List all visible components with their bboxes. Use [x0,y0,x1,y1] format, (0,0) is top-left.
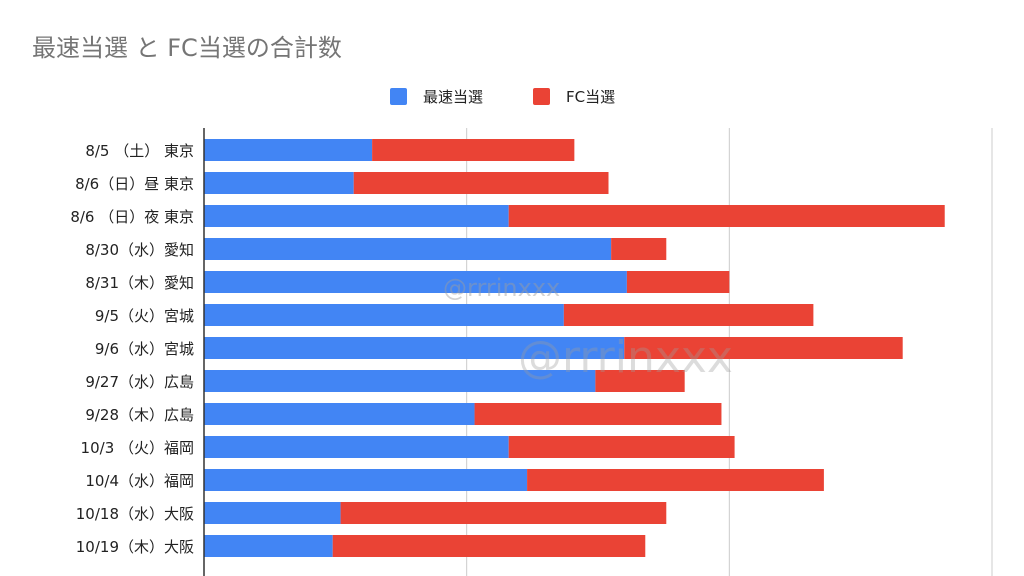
bar-series-1-row-12 [204,502,341,524]
bar-series-1-row-3 [204,205,509,227]
category-label-2: 8/6（日）昼 東京 [75,175,194,193]
category-label-5: 8/31（木）愛知 [85,274,194,292]
bar-series-1-row-2 [204,172,354,194]
legend-swatch-series-1 [390,88,407,105]
bar-series-2-row-9 [474,403,722,425]
bar-series-1-row-8 [204,370,596,392]
category-label-1: 8/5 （土） 東京 [85,142,194,160]
category-label-4: 8/30（水）愛知 [85,241,194,259]
bar-series-2-row-10 [508,436,735,458]
category-label-3: 8/6 （日）夜 東京 [70,208,194,226]
legend-label-series-2: FC当選 [566,88,615,106]
category-label-9: 9/28（木）広島 [85,406,194,424]
bar-series-2-row-4 [611,238,667,260]
bar-series-1-row-5 [204,271,627,293]
category-label-6: 9/5（火）宮城 [95,307,194,325]
bar-series-2-row-1 [372,139,575,161]
bars [204,139,945,557]
bar-series-1-row-9 [204,403,475,425]
bar-series-2-row-12 [340,502,667,524]
bar-series-1-row-7 [204,337,625,359]
legend: 最速当選 FC当選 [390,88,615,106]
bar-series-2-row-6 [563,304,814,326]
bar-series-2-row-3 [508,205,945,227]
bar-series-2-row-2 [353,172,609,194]
bar-series-1-row-6 [204,304,564,326]
category-label-10: 10/3 （火）福岡 [81,439,194,457]
bar-series-1-row-11 [204,469,528,491]
bar-series-2-row-7 [624,337,903,359]
watermark-1: @rrrinxxx [443,274,560,302]
bar-series-2-row-13 [332,535,646,557]
watermark-2: @rrrinxxx [518,332,733,383]
bar-series-2-row-8 [595,370,685,392]
category-labels: 8/5 （土） 東京 8/6（日）昼 東京 8/6 （日）夜 東京 8/30（水）愛知… [70,142,194,556]
bar-series-1-row-1 [204,139,373,161]
bar-series-2-row-11 [527,469,824,491]
category-label-11: 10/4（水）福岡 [85,472,194,490]
category-label-7: 9/6（水）宮城 [95,340,194,358]
chart-title: 最速当選 と FC当選の合計数 [32,34,342,62]
category-label-13: 10/19（木）大阪 [76,538,194,556]
legend-label-series-1: 最速当選 [423,88,483,106]
bar-series-2-row-5 [626,271,730,293]
category-label-8: 9/27（水）広島 [85,373,194,391]
category-label-12: 10/18（水）大阪 [76,505,194,523]
legend-swatch-series-2 [533,88,550,105]
bar-series-1-row-4 [204,238,612,260]
bar-series-1-row-13 [204,535,333,557]
bar-series-1-row-10 [204,436,509,458]
